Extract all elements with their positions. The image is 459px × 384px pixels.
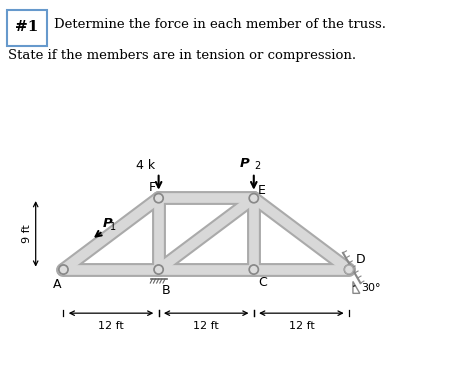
Text: 4 k: 4 k	[136, 159, 155, 172]
Circle shape	[155, 266, 161, 273]
Text: A: A	[52, 278, 61, 291]
Text: 12 ft: 12 ft	[193, 321, 218, 331]
Text: 30°: 30°	[360, 283, 380, 293]
Text: D: D	[354, 253, 364, 266]
Text: 1: 1	[110, 222, 116, 232]
Text: 9 ft: 9 ft	[22, 225, 32, 243]
FancyBboxPatch shape	[7, 10, 47, 46]
Circle shape	[248, 194, 258, 203]
Text: 12 ft: 12 ft	[98, 321, 123, 331]
Circle shape	[343, 265, 353, 274]
Text: C: C	[257, 276, 266, 289]
Text: B: B	[162, 284, 170, 297]
Circle shape	[155, 195, 161, 201]
Circle shape	[250, 266, 256, 273]
Circle shape	[345, 266, 351, 273]
Text: E: E	[257, 184, 265, 197]
Circle shape	[250, 195, 256, 201]
Text: P: P	[240, 157, 249, 170]
Circle shape	[248, 265, 258, 274]
Text: #1: #1	[15, 20, 39, 34]
Circle shape	[59, 265, 68, 274]
Text: 2: 2	[253, 161, 259, 171]
Circle shape	[153, 265, 163, 274]
Circle shape	[344, 265, 353, 274]
Text: State if the members are in tension or compression.: State if the members are in tension or c…	[8, 49, 355, 62]
Text: P: P	[103, 217, 112, 230]
Circle shape	[156, 268, 161, 272]
Text: 12 ft: 12 ft	[288, 321, 313, 331]
Circle shape	[153, 194, 163, 203]
Circle shape	[346, 267, 351, 272]
Text: F: F	[149, 181, 156, 194]
Text: Determine the force in each member of the truss.: Determine the force in each member of th…	[54, 18, 385, 31]
Circle shape	[60, 266, 66, 273]
